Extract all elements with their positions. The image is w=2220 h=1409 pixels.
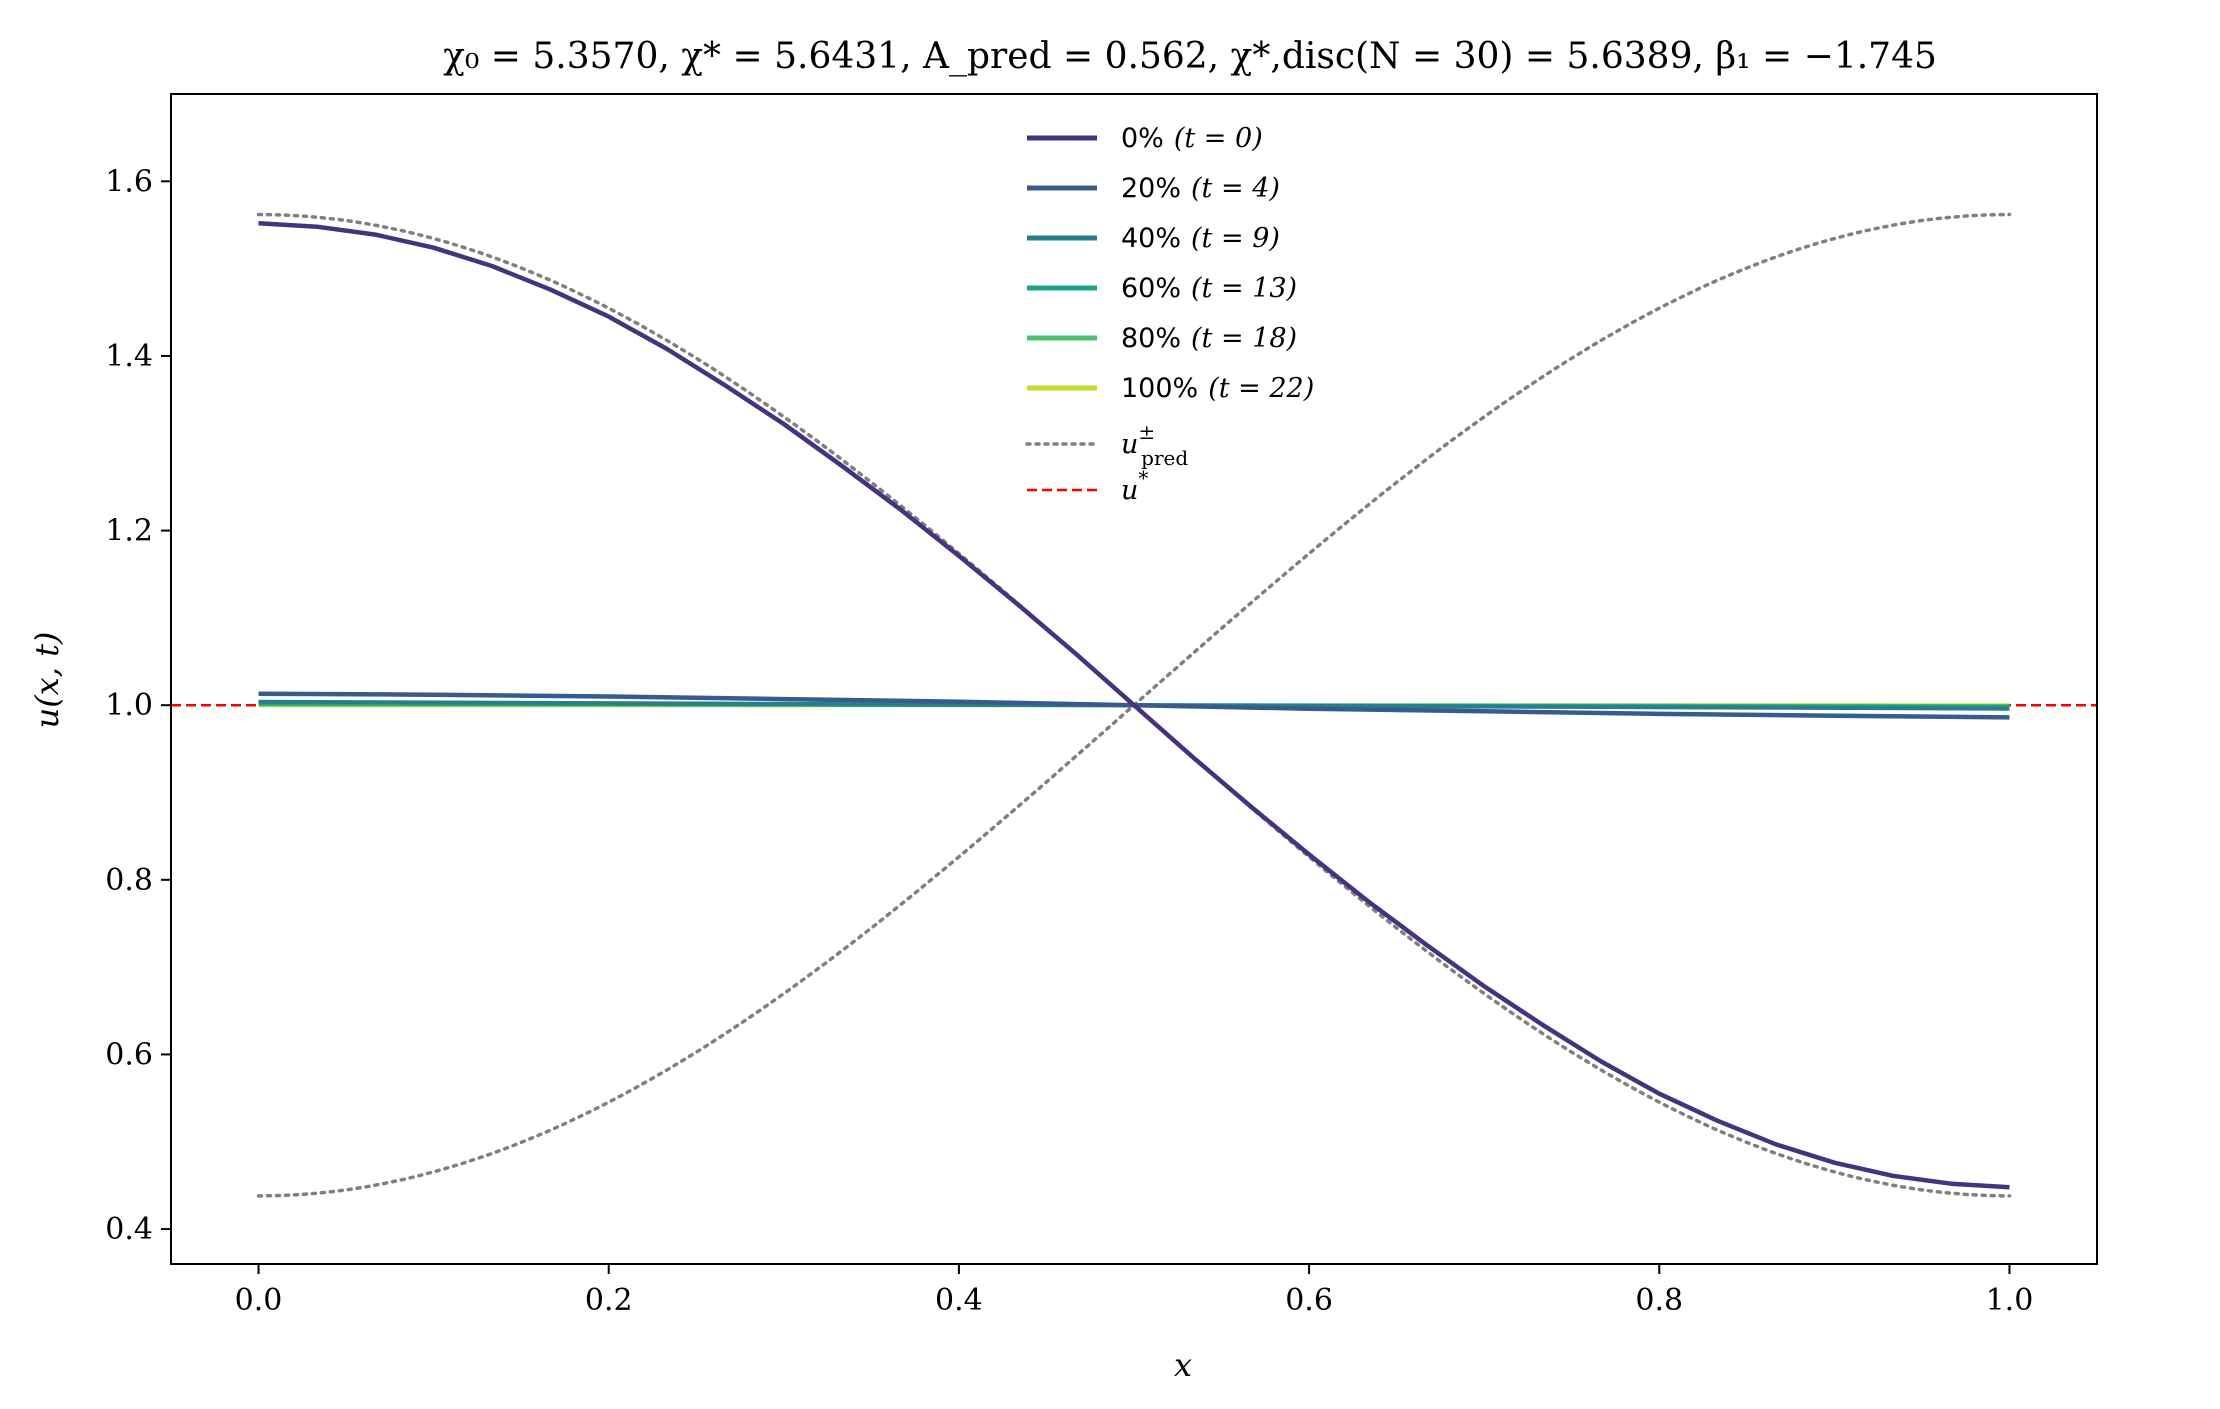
x-axis: 0.0 0.2 0.4 0.6 0.8 1.0: [235, 1264, 2034, 1318]
series-line-0pct: [258, 220, 2010, 1190]
legend-label: 20% (t = 4): [1121, 173, 1280, 204]
legend-label-ustar: u*: [1121, 466, 1148, 506]
plot-area: [170, 93, 2098, 1265]
y-axis: 0.4 0.6 0.8 1.0 1.2 1.4 1.6: [105, 164, 171, 1247]
legend-label: 40% (t = 9): [1121, 223, 1280, 254]
y-tick-label: 0.4: [105, 1212, 153, 1247]
y-tick-label: 1.0: [105, 688, 153, 723]
y-tick-label: 1.4: [105, 339, 153, 374]
legend: 0% (t = 0) 20% (t = 4) 40% (t = 9) 60% (t = 13)…: [1025, 123, 1314, 506]
legend-label: 100% (t = 22): [1121, 373, 1314, 404]
chart-title: χ₀ = 5.3570, χ* = 5.6431, A_pred = 0.562…: [443, 36, 1937, 77]
x-axis-label: x: [1174, 1346, 1192, 1384]
plot-frame: [170, 93, 2098, 1265]
y-tick-label: 0.6: [105, 1037, 153, 1072]
y-tick-label: 0.8: [105, 863, 153, 898]
series-lines: [171, 212, 2097, 1198]
y-tick-label: 1.2: [105, 514, 153, 549]
y-axis-label: u(x, t): [28, 632, 66, 729]
x-tick-label: 0.2: [585, 1283, 633, 1318]
x-tick-label: 0.6: [1285, 1283, 1333, 1318]
legend-label: 80% (t = 18): [1121, 323, 1297, 354]
legend-label: 0% (t = 0): [1121, 123, 1263, 154]
legend-label-pred: u± pred: [1121, 420, 1188, 470]
x-tick-label: 0.8: [1635, 1283, 1683, 1318]
y-tick-label: 1.6: [105, 164, 153, 199]
legend-label: 60% (t = 13): [1121, 273, 1297, 304]
x-tick-label: 1.0: [1986, 1283, 2034, 1318]
x-tick-label: 0.4: [935, 1283, 983, 1318]
x-tick-label: 0.0: [235, 1283, 283, 1318]
